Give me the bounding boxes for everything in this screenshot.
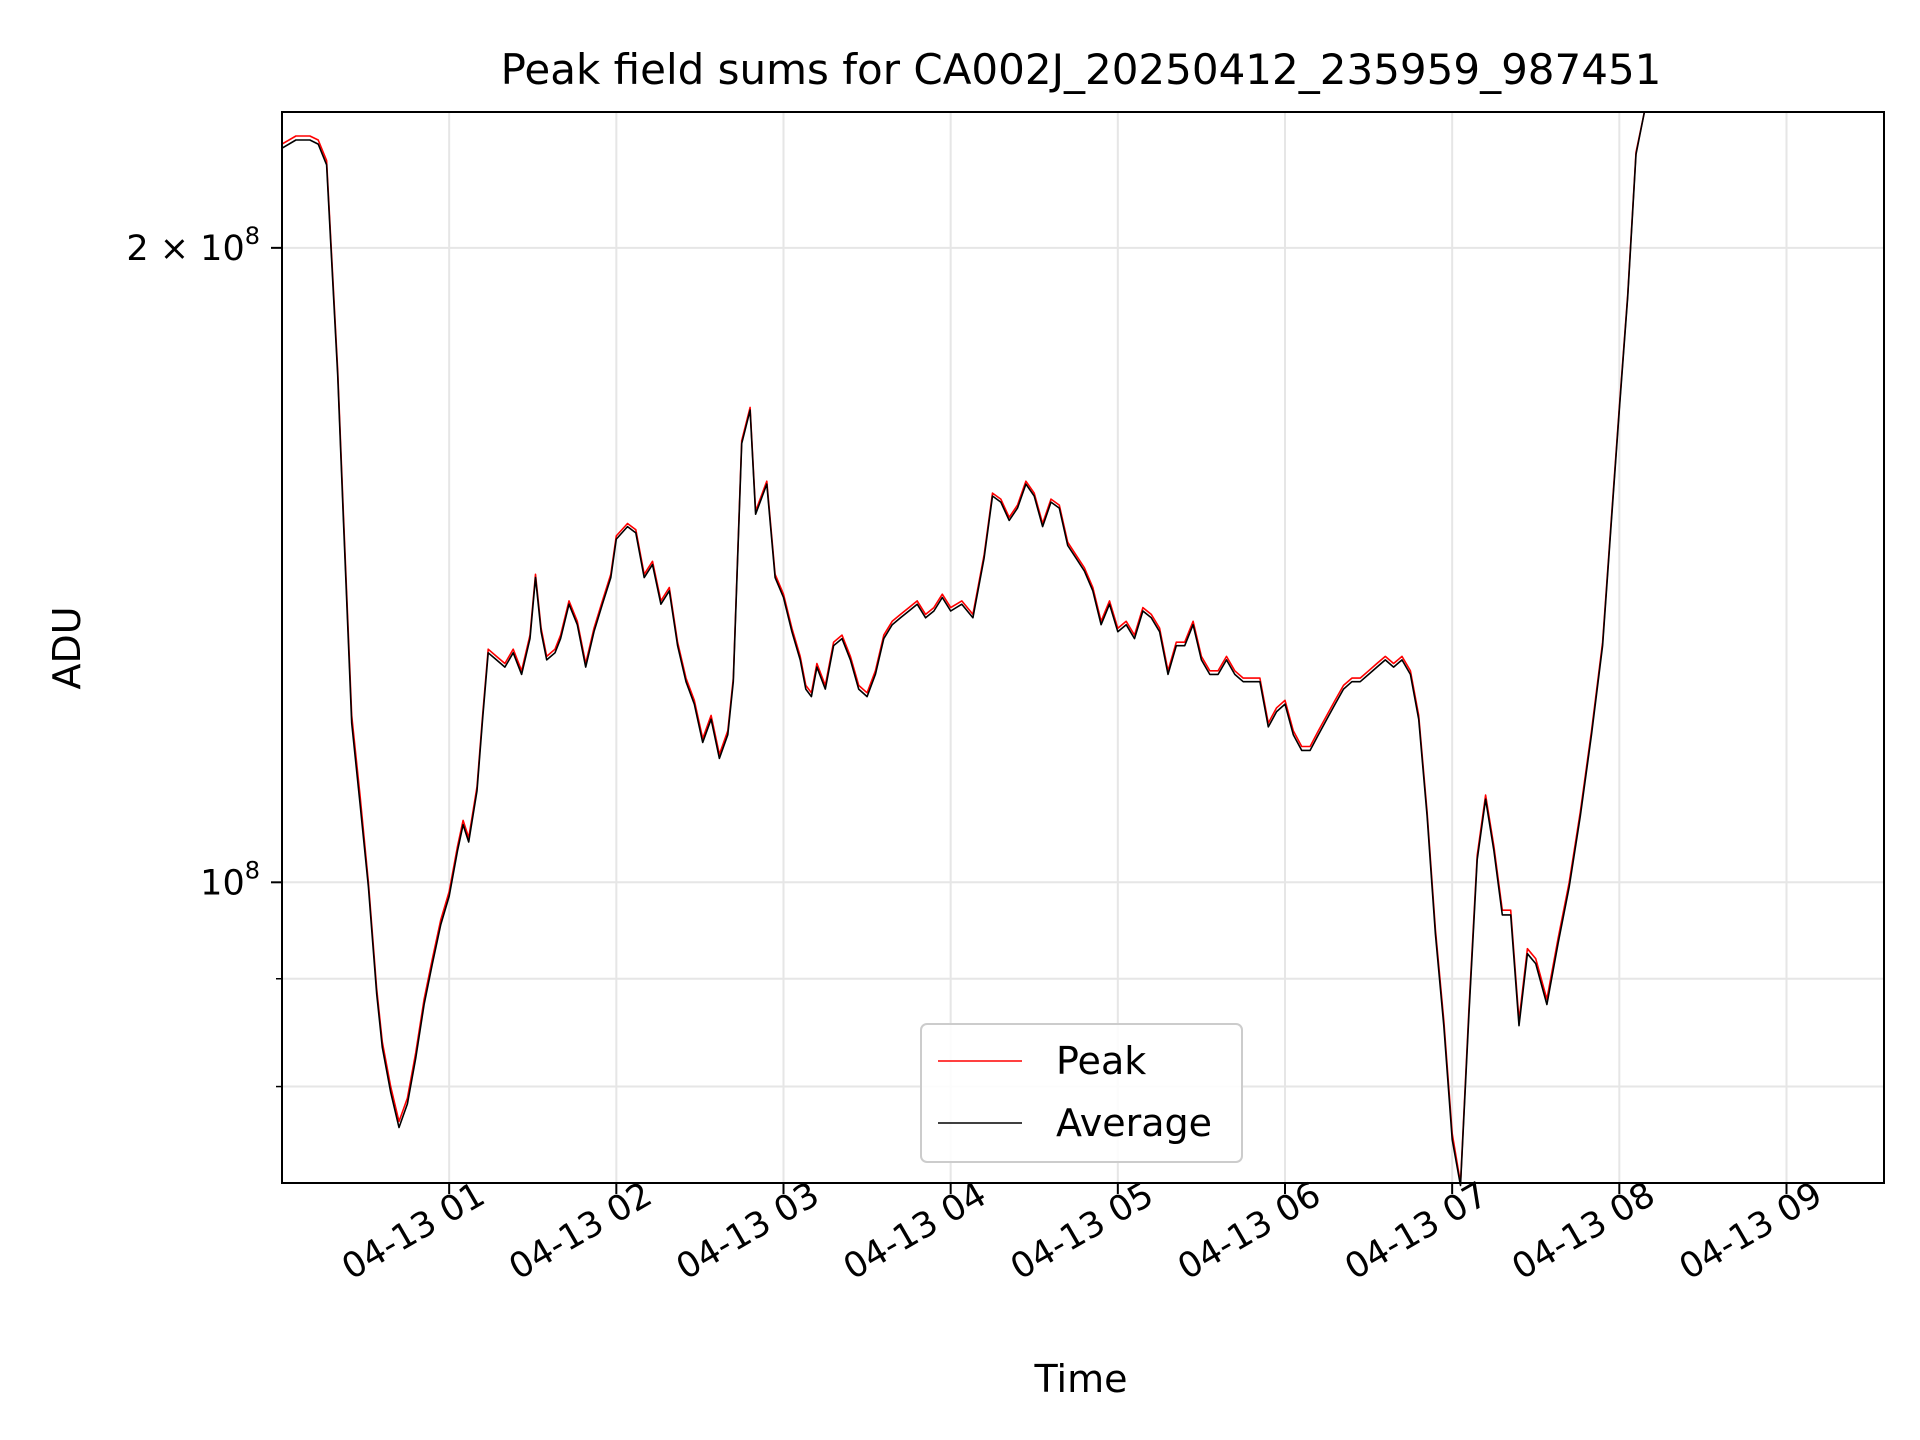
series-lines xyxy=(281,111,1653,1187)
legend-box xyxy=(920,1023,1243,1163)
chart-title: Peak field sums for CA002J_20250412_2359… xyxy=(501,45,1662,94)
y-tick-label-exponent: 8 xyxy=(245,222,260,250)
y-tick-label: 2 × 108 xyxy=(126,222,260,269)
legend-label-peak: Peak xyxy=(1056,1039,1146,1083)
y-axis-label: ADU xyxy=(45,606,89,689)
x-axis-label: Time xyxy=(1034,1357,1128,1401)
y-tick-label-base: 2 × 10 xyxy=(126,229,244,269)
plot-frame xyxy=(281,111,1885,1184)
legend: Peak Average xyxy=(920,1023,1243,1163)
y-tick-label-base: 10 xyxy=(200,863,245,903)
series-line-peak xyxy=(281,111,1653,1184)
series-line-average xyxy=(281,111,1653,1187)
y-tick-label-exponent: 8 xyxy=(245,856,260,884)
legend-label-average: Average xyxy=(1056,1101,1212,1145)
y-tick-label: 108 xyxy=(200,856,260,903)
